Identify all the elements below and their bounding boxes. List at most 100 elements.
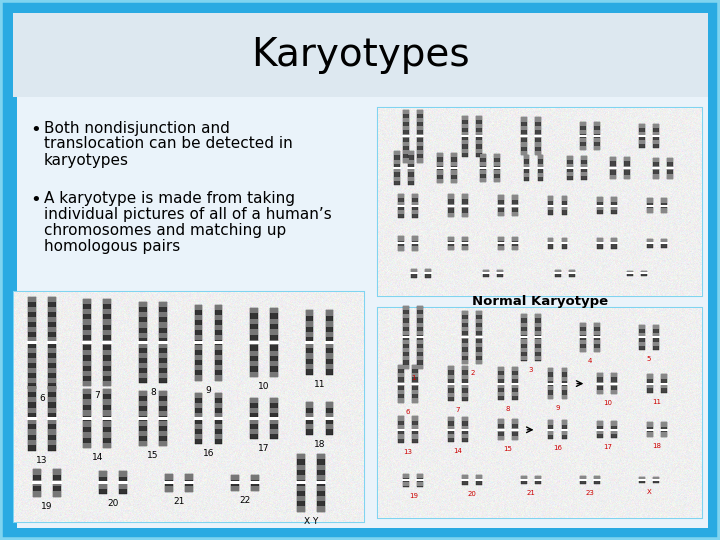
Bar [398,246,404,251]
Bar [521,134,527,138]
Bar [139,373,147,378]
Bar [84,371,91,376]
Bar [138,341,148,344]
Bar [437,170,443,174]
Bar [325,417,334,420]
Bar [534,336,542,339]
Bar [84,299,91,304]
Bar [660,205,668,207]
Bar [498,269,503,273]
Bar [270,361,278,367]
Bar [652,479,660,481]
Bar [496,273,504,274]
Bar [104,381,111,386]
Bar [250,350,258,356]
Bar [84,443,91,448]
Bar [594,138,600,142]
Bar [297,481,306,484]
Bar [418,126,423,130]
Text: 8: 8 [505,407,510,413]
Bar [521,323,527,327]
Polygon shape [477,475,482,485]
Bar [412,364,418,369]
Bar [661,374,667,379]
Bar [626,273,634,274]
Bar [418,331,423,335]
Bar [647,374,653,379]
Bar [547,377,554,381]
Bar [598,381,603,386]
Bar [412,426,418,430]
Bar [437,179,443,183]
Bar [555,269,561,273]
Polygon shape [104,389,111,448]
Polygon shape [611,197,617,214]
Bar [538,173,544,177]
Bar [104,330,111,335]
Polygon shape [306,402,313,435]
Bar [159,302,167,307]
Text: 22: 22 [240,496,251,505]
Bar [535,151,541,155]
Bar [536,167,544,169]
Polygon shape [398,364,404,402]
Polygon shape [535,314,541,361]
Bar [512,428,518,432]
Polygon shape [647,422,653,437]
Bar [412,193,418,198]
Bar [418,348,423,352]
Bar [269,417,279,420]
Bar [398,399,404,402]
Bar [104,443,111,448]
Bar [512,246,518,250]
Bar [403,314,409,319]
Bar [411,205,419,207]
Bar [416,336,424,339]
Bar [594,340,600,343]
Bar [462,366,468,370]
Bar [403,158,409,163]
Bar [251,475,259,480]
Text: 9: 9 [555,406,559,411]
Polygon shape [610,157,616,179]
Polygon shape [512,419,518,440]
Polygon shape [418,474,423,487]
Polygon shape [398,236,404,251]
Bar [495,154,500,158]
Bar [562,377,567,381]
Bar [661,422,667,427]
Bar [568,273,576,274]
Bar [412,246,418,251]
Bar [647,205,654,207]
Bar [512,204,518,208]
Bar [306,342,313,348]
Polygon shape [270,398,278,439]
Polygon shape [48,296,55,389]
Bar [639,132,645,136]
Bar [194,355,202,360]
Bar [48,358,55,363]
Polygon shape [642,271,647,276]
Bar [462,475,468,480]
Bar [48,386,55,391]
Bar [448,366,454,370]
Bar [462,343,468,348]
Bar [562,386,567,390]
Bar [462,393,468,397]
Bar [521,135,528,137]
Bar [535,340,541,343]
Bar [165,474,173,480]
Bar [579,336,587,339]
Bar [184,481,194,484]
Bar [48,338,55,342]
Bar [547,386,554,390]
Bar [47,417,57,420]
Bar [306,364,313,369]
Polygon shape [99,471,107,495]
Bar [194,393,202,399]
Text: 1: 1 [411,375,415,381]
Bar [316,481,326,484]
Text: 20: 20 [468,491,477,497]
Bar [394,177,400,181]
Polygon shape [412,416,418,443]
